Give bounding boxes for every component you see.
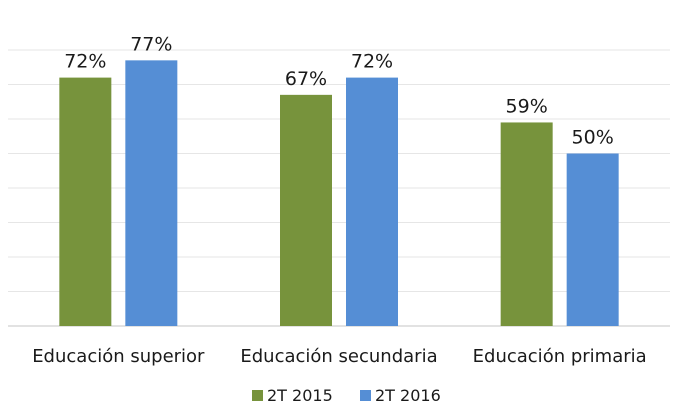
legend-swatch [252, 390, 263, 401]
data-label: 59% [506, 95, 548, 117]
category-label: Educación secundaria [240, 346, 437, 367]
category-label: Educación superior [32, 346, 205, 367]
category-labels: Educación superior Educación secundaria Ed… [32, 346, 646, 367]
data-labels: 72% 77% 67% 72% 59% 50% [64, 33, 614, 148]
bar-series1 [280, 94, 332, 326]
legend-label: 2T 2016 [375, 386, 441, 405]
category-label: Educación primaria [473, 346, 647, 367]
legend: 2T 2015 2T 2016 [252, 386, 441, 405]
bar-series2 [346, 77, 398, 326]
legend-label: 2T 2015 [267, 386, 333, 405]
data-label: 72% [64, 51, 106, 73]
data-label: 50% [572, 127, 614, 149]
bar-series2 [125, 60, 178, 326]
bar-series2 [566, 153, 619, 326]
legend-swatch [360, 390, 371, 401]
bar-series1 [500, 122, 553, 326]
data-label: 72% [351, 51, 393, 73]
data-label: 77% [130, 33, 172, 55]
gridlines [8, 49, 670, 292]
data-label: 67% [285, 68, 327, 90]
bars [59, 60, 619, 326]
bar-series1 [59, 77, 112, 326]
